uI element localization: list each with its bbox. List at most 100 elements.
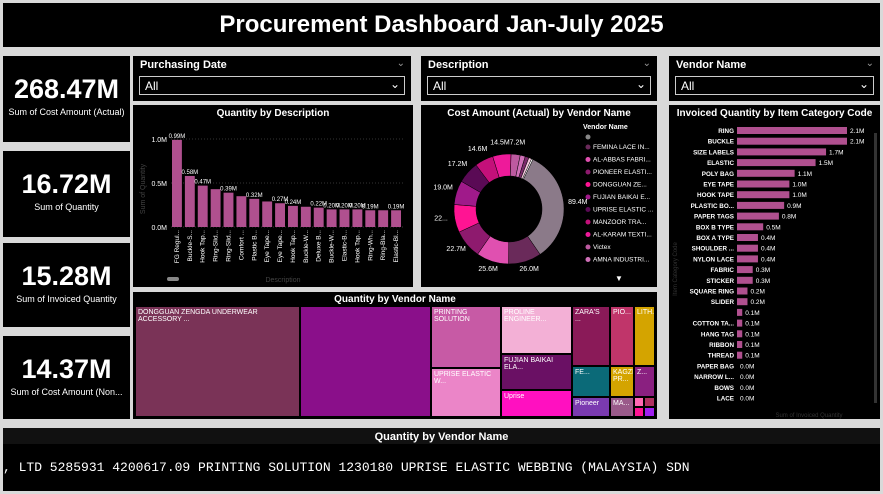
slicer-title: Vendor Name — [676, 59, 747, 71]
data-label: 0.3M — [756, 278, 770, 285]
x-axis-label: Description — [265, 277, 300, 284]
slicer-title: Purchasing Date — [140, 59, 227, 71]
data-label: 0.8M — [782, 214, 796, 221]
chart-invoiced-by-category[interactable]: Invoiced Quantity by Item Category Code … — [669, 105, 880, 419]
category-label: PLASTIC BO... — [691, 203, 735, 210]
bar — [737, 191, 790, 199]
data-label: 0.20M — [323, 203, 340, 209]
purchasing-date-dropdown[interactable]: All ⌄ — [139, 76, 405, 95]
legend-dot — [585, 134, 591, 140]
x-tick-label: Hook Tap... — [290, 230, 297, 263]
data-label: 0.1M — [745, 321, 759, 328]
kpi-card-invoiced-quantity: 15.28M Sum of Invoiced Quantity — [3, 243, 130, 327]
treemap-tile[interactable]: Pioneer — [572, 397, 610, 417]
hbar-chart-svg: RING 2.1M BUCKLE 2.1M SIZE LABELS 1.7M ELASTIC… — [673, 127, 877, 419]
slicer-vendor-name: Vendor Name ⌄ All ⌄ — [669, 56, 880, 101]
x-tick-label: Ring-Slid... — [226, 230, 233, 262]
chevron-down-icon[interactable]: ⌄ — [865, 58, 874, 69]
treemap-tile[interactable]: Uprise — [501, 390, 572, 417]
bar — [223, 192, 234, 227]
treemap-tile[interactable]: MA... — [610, 397, 634, 417]
data-label: 0.24M — [285, 200, 302, 206]
data-label: 1.0M — [792, 182, 806, 189]
treemap-tile[interactable] — [300, 306, 431, 417]
bar — [737, 159, 816, 167]
legend-dot — [585, 194, 591, 200]
treemap-tile[interactable]: ZARA'S ... — [572, 306, 610, 366]
treemap-tile[interactable] — [644, 397, 655, 407]
ticker-title: Quantity by Vendor Name — [3, 428, 880, 444]
chevron-down-icon[interactable]: ⌄ — [396, 58, 405, 69]
category-label: RIBBON — [709, 342, 734, 349]
treemap-tile[interactable]: FE... — [572, 366, 610, 397]
bar — [737, 319, 743, 327]
treemap-tile[interactable]: PRINTING SOLUTION — [431, 306, 501, 368]
y-tick-label: 0.0M — [151, 225, 167, 232]
bar — [737, 234, 758, 241]
legend-dot — [585, 232, 591, 237]
data-label: 0.47M — [194, 180, 211, 186]
data-label: 22... — [434, 215, 448, 222]
bar — [737, 169, 795, 177]
bar — [313, 207, 324, 227]
bar — [737, 330, 743, 338]
data-label: 1.7M — [829, 149, 843, 156]
bar — [737, 223, 764, 231]
chevron-down-icon[interactable]: ⌄ — [642, 58, 651, 69]
description-dropdown[interactable]: All ⌄ — [427, 76, 651, 95]
treemap-tile[interactable]: LITH... — [634, 306, 655, 366]
treemap-tile[interactable]: Z... — [634, 366, 655, 397]
category-label: ELASTIC — [707, 160, 734, 167]
treemap-area: DONGGUAN ZENGDA UNDERWEAR ACCESSORY ... P… — [135, 306, 655, 417]
treemap-tile[interactable]: FUJIAN BAIKAI ELA... — [501, 354, 572, 390]
data-label: 0.0M — [740, 396, 754, 403]
data-label: 0.2M — [750, 289, 764, 296]
chart-title: Quantity by Vendor Name — [334, 294, 456, 305]
treemap-tile[interactable]: PIO... — [610, 306, 634, 366]
treemap-tile[interactable]: KAGZI PR... — [610, 366, 634, 397]
category-label: LACE — [717, 396, 734, 403]
dropdown-value: All — [433, 79, 447, 93]
treemap-tile[interactable]: PROLINE ENGINEER... — [501, 306, 572, 354]
dropdown-value: All — [681, 79, 695, 93]
chart-title: Quantity by Description — [216, 108, 330, 119]
kpi-value: 268.47M — [13, 74, 120, 104]
kpi-label: Sum of Cost Amount (Actual) — [8, 107, 125, 117]
data-label: 0.20M — [336, 203, 353, 209]
data-label: 0.1M — [745, 331, 759, 338]
scrollbar-track — [874, 133, 877, 403]
chart-quantity-by-description[interactable]: Quantity by Description 1.0M 0.5M 0.0M Sum … — [133, 105, 413, 287]
data-label: 0.1M — [745, 310, 759, 317]
data-label: 1.1M — [798, 171, 812, 178]
donut-slice — [522, 158, 534, 180]
treemap-tile[interactable] — [634, 397, 644, 407]
y-tick-label: 0.5M — [151, 181, 167, 188]
legend-entry: FEMINA LACE IN... — [593, 144, 650, 151]
x-tick-label: Plastic B... — [251, 230, 258, 261]
data-label: 0.4M — [761, 246, 775, 253]
treemap-tile[interactable] — [644, 407, 655, 417]
data-label: 1.5M — [819, 160, 833, 167]
x-tick-label: Elastic-B... — [342, 230, 349, 261]
treemap-tile[interactable]: DONGGUAN ZENGDA UNDERWEAR ACCESSORY ... — [135, 306, 300, 417]
legend-dot — [585, 207, 591, 212]
data-label: 0.32M — [246, 193, 263, 199]
chart-cost-by-vendor[interactable]: Cost Amount (Actual) by Vendor Name 89.4… — [421, 105, 657, 287]
x-tick-label: Buckle-W... — [303, 230, 310, 263]
legend-entry: MANZOOR TRA... — [593, 219, 647, 226]
legend-entry: FUJIAN BAIKAI E... — [593, 194, 650, 201]
slicer-purchasing-date: Purchasing Date ⌄ All ⌄ — [133, 56, 411, 101]
x-tick-label: Buckle-S... — [187, 230, 194, 262]
vendor-name-dropdown[interactable]: All ⌄ — [675, 76, 874, 95]
chart-quantity-by-vendor-treemap[interactable]: Quantity by Vendor Name DONGGUAN ZENGDA … — [133, 292, 657, 419]
chevron-down-icon: ⌄ — [858, 77, 869, 91]
bar — [172, 139, 182, 227]
kpi-value: 15.28M — [21, 261, 112, 291]
bar — [378, 210, 389, 227]
legend-entry: AL-KARAM TEXTI... — [593, 232, 652, 239]
bar — [737, 266, 753, 274]
treemap-tile[interactable]: UPRISE ELASTIC W... — [431, 368, 501, 417]
treemap-tile[interactable] — [634, 407, 644, 417]
bar — [184, 175, 195, 227]
dashboard-title: Procurement Dashboard Jan-July 2025 — [3, 3, 880, 47]
